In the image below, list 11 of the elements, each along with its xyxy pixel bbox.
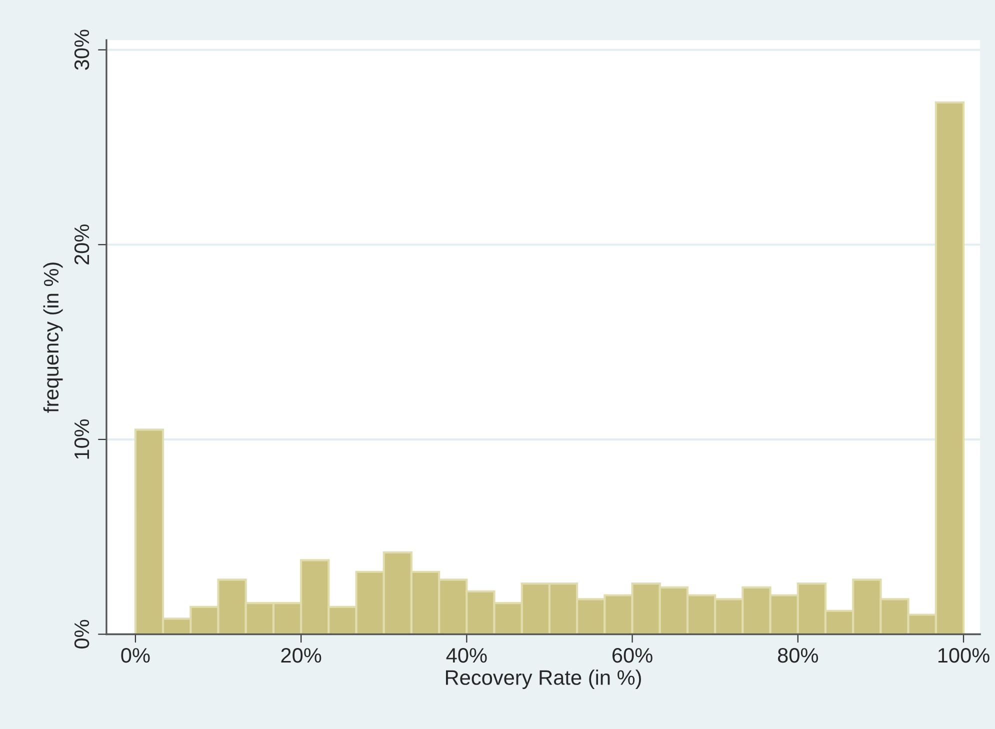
x-tick-label: 40% [446,648,487,663]
y-tick-label: 30% [74,30,90,70]
x-tick-label: 60% [612,648,652,663]
x-tick-label: 0% [121,648,150,663]
x-tick-label: 20% [281,648,322,663]
x-axis-title: Recovery Rate (in %) [446,670,641,690]
x-tick-label: 100% [938,648,990,663]
y-tick-label: 10% [74,419,90,459]
y-axis-title: frequency (in %) [43,262,63,413]
y-tick-label: 20% [74,224,90,264]
x-tick-label: 80% [778,648,818,663]
